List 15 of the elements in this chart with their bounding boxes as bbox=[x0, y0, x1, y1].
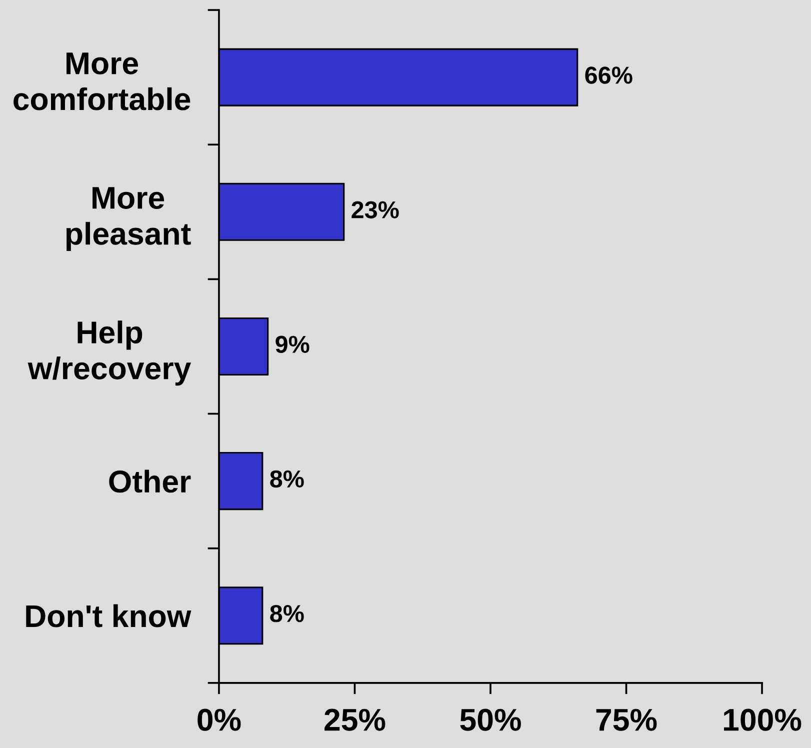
x-tick-label: 25% bbox=[324, 708, 386, 731]
y-tick-label: Help w/recovery bbox=[28, 320, 192, 386]
y-tick-label: Don't know bbox=[26, 604, 192, 628]
x-tick-label: 100% bbox=[724, 708, 802, 731]
x-tick-label: 50% bbox=[460, 708, 521, 731]
y-tick-label: Other bbox=[109, 470, 191, 493]
x-tick-label: 0% bbox=[198, 708, 241, 731]
data-label: 8% bbox=[270, 470, 304, 488]
y-tick-label: More pleasant bbox=[66, 187, 191, 252]
x-tick-label: 75% bbox=[596, 708, 657, 731]
data-label: 8% bbox=[270, 604, 304, 622]
y-tick-label: More comfortable bbox=[14, 52, 190, 110]
data-label: 9% bbox=[276, 336, 310, 353]
data-label: 66% bbox=[585, 66, 632, 84]
data-label: 23% bbox=[352, 201, 399, 218]
